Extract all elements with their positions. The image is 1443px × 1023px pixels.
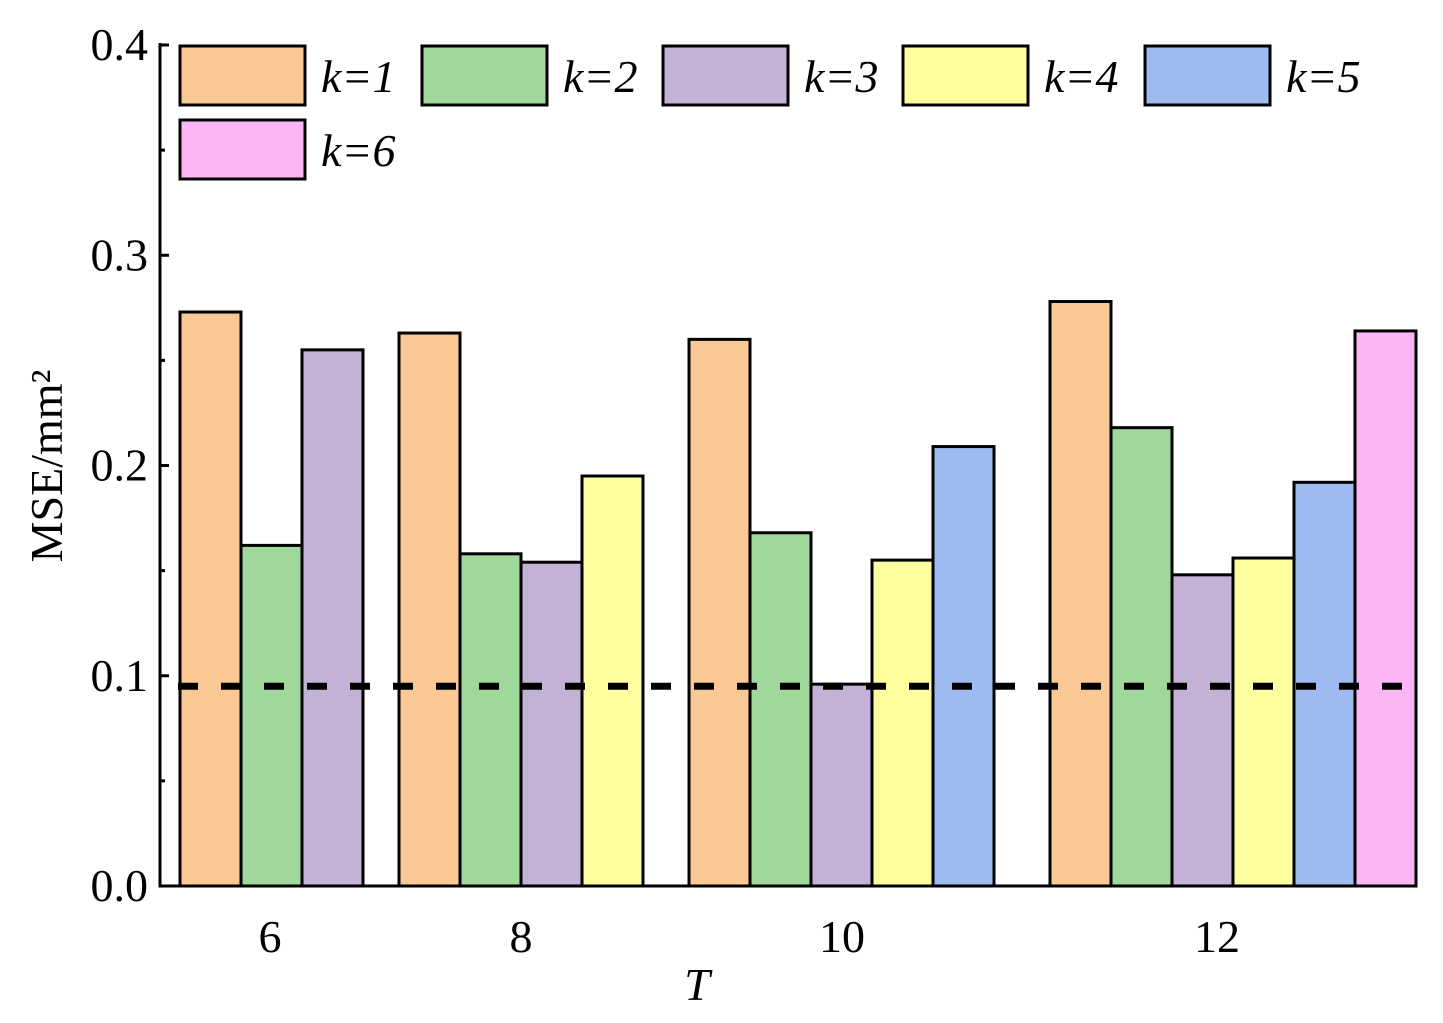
legend-swatch-k2	[420, 44, 549, 107]
legend-swatch-k5	[1143, 44, 1272, 107]
legend-label-k6: k=6	[321, 125, 395, 176]
legend: k=1 k=2 k=3 k=4 k=5 k=6	[178, 44, 1360, 181]
axes-layer: 0.0 0.1 0.2 0.3 0.4 6 8 10 12 T MSE/mm²	[21, 19, 1413, 1010]
legend-swatch-k6	[178, 118, 307, 181]
bar-t8-k1	[397, 331, 462, 888]
legend-label-k3: k=3	[804, 51, 878, 102]
bars-layer	[178, 300, 1418, 888]
legend-swatch-k1	[178, 44, 307, 107]
bar-t8-k2	[458, 552, 523, 888]
legend-label-k5: k=5	[1286, 51, 1360, 102]
legend-label-k4: k=4	[1044, 51, 1118, 102]
x-tick-label: 12	[1194, 911, 1240, 962]
legend-swatch-k3	[661, 44, 790, 107]
bar-t12-k1	[1048, 300, 1113, 888]
bar-t8-k4	[580, 474, 645, 888]
bar-t12-k2	[1109, 426, 1174, 888]
x-tick-label: 8	[510, 911, 533, 962]
bar-t6-k2	[239, 543, 304, 888]
bar-t10-k3	[809, 682, 874, 888]
bar-t10-k1	[687, 337, 752, 888]
legend-label-k2: k=2	[563, 51, 637, 102]
bar-t6-k3	[300, 348, 365, 888]
y-tick-label: 0.2	[91, 440, 149, 491]
y-tick-label: 0.0	[91, 860, 149, 911]
bar-t12-k6	[1353, 329, 1418, 888]
bar-t6-k1	[178, 310, 243, 888]
bar-t10-k2	[748, 531, 813, 888]
y-axis-title: MSE/mm²	[21, 370, 72, 563]
y-tick-label: 0.3	[91, 229, 149, 280]
x-axis-title: T	[684, 959, 713, 1010]
bar-t8-k3	[519, 560, 584, 888]
y-tick-label: 0.4	[91, 19, 149, 70]
x-tick-label: 6	[259, 911, 282, 962]
bar-t10-k5	[931, 445, 996, 888]
bar-t10-k4	[870, 558, 935, 888]
y-tick-label: 0.1	[91, 650, 149, 701]
legend-swatch-k4	[901, 44, 1030, 107]
bar-t12-k4	[1231, 556, 1296, 888]
legend-label-k1: k=1	[321, 51, 395, 102]
x-tick-label: 10	[819, 911, 865, 962]
bar-t12-k3	[1170, 573, 1235, 888]
